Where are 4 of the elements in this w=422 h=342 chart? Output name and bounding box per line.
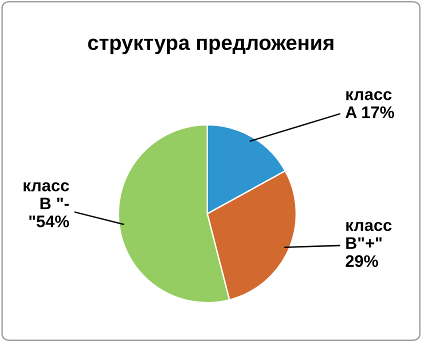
data-label: класс A 17%	[346, 91, 394, 118]
chart-title: структура предложения	[88, 38, 334, 54]
data-label: класс B "- "54%	[24, 182, 70, 228]
data-label: класс B"+" 29%	[346, 222, 392, 267]
